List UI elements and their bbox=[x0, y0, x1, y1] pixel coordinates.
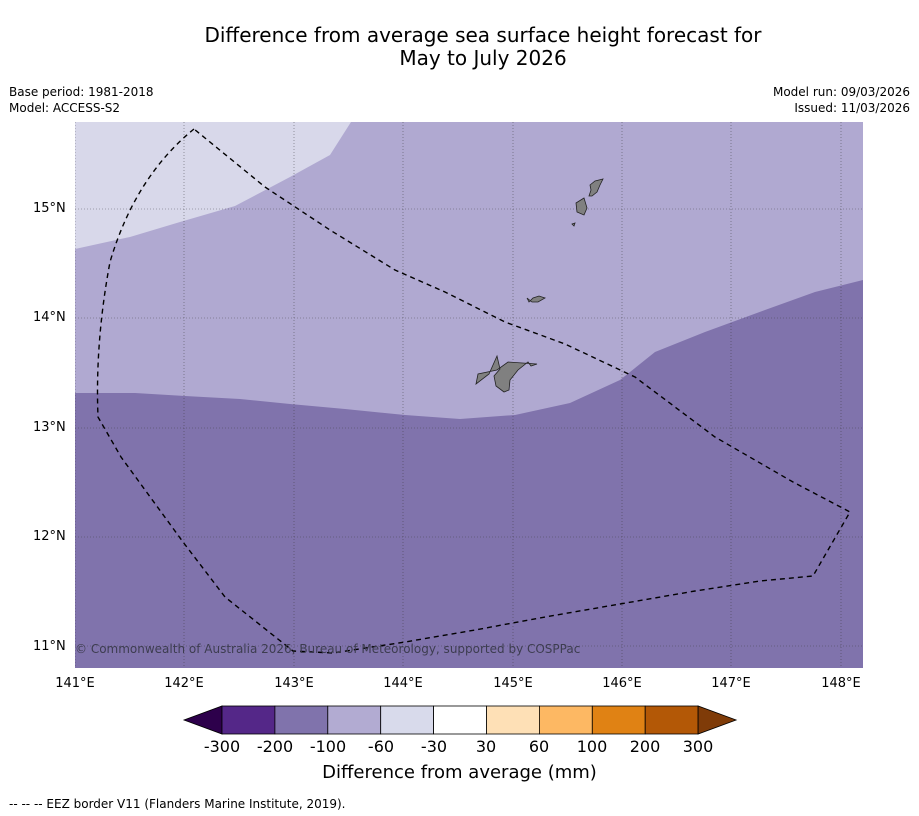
map-svg bbox=[75, 122, 863, 668]
cb-tick-label: 300 bbox=[682, 737, 714, 756]
island-aguijan bbox=[571, 222, 576, 227]
lat-tick-14: 14°N bbox=[33, 310, 66, 325]
cb-tick-label: -30 bbox=[420, 737, 448, 756]
colorbar-segment bbox=[327, 705, 382, 735]
island-group bbox=[475, 178, 604, 393]
lon-tick-145: 145°E bbox=[493, 676, 533, 691]
cb-tick-label: 200 bbox=[629, 737, 661, 756]
cb-tick-label: 60 bbox=[528, 737, 550, 756]
title-line-2: May to July 2026 bbox=[399, 46, 567, 70]
cb-tick-label: -60 bbox=[367, 737, 395, 756]
colorbar-segment bbox=[433, 705, 487, 735]
colorbar-segment bbox=[644, 705, 699, 735]
colorbar-segment bbox=[380, 705, 435, 735]
lon-tick-141: 141°E bbox=[55, 676, 95, 691]
lat-tick-11: 11°N bbox=[33, 639, 66, 654]
cb-tick-label: 30 bbox=[475, 737, 497, 756]
cb-tick-label: 100 bbox=[576, 737, 608, 756]
lat-tick-13: 13°N bbox=[33, 420, 66, 435]
base-period-text: Base period: 1981-2018 bbox=[9, 85, 154, 99]
island-guam bbox=[475, 354, 538, 393]
colorbar-segments bbox=[182, 705, 738, 735]
lon-tick-144: 144°E bbox=[383, 676, 423, 691]
eez-border-line bbox=[96, 128, 851, 654]
colorbar bbox=[182, 705, 738, 735]
band-lightest bbox=[75, 122, 351, 249]
island-saipan bbox=[588, 178, 604, 197]
map-panel: © Commonwealth of Australia 2026, Bureau… bbox=[75, 122, 863, 668]
copyright-text: © Commonwealth of Australia 2026, Bureau… bbox=[75, 642, 581, 656]
colorbar-title: Difference from average (mm) bbox=[322, 762, 597, 783]
cb-tick-label: -300 bbox=[203, 737, 241, 756]
model-text: Model: ACCESS-S2 bbox=[9, 101, 121, 115]
island-rota bbox=[526, 295, 546, 303]
lat-tick-12: 12°N bbox=[33, 529, 66, 544]
issued-text: Issued: 11/03/2026 bbox=[794, 101, 910, 115]
eez-legend: -- -- -- EEZ border V11 (Flanders Marine… bbox=[9, 797, 346, 811]
chart-title: Difference from average sea surface heig… bbox=[100, 24, 866, 70]
colorbar-segment bbox=[274, 705, 329, 735]
island-tinian bbox=[575, 197, 588, 216]
colorbar-segment bbox=[221, 705, 276, 735]
meta-right: Model run: 09/03/2026 Issued: 11/03/2026 bbox=[773, 84, 910, 116]
colorbar-segment bbox=[486, 705, 540, 735]
lon-tick-148: 148°E bbox=[821, 676, 861, 691]
lon-tick-146: 146°E bbox=[602, 676, 642, 691]
cb-tick-label: -100 bbox=[309, 737, 347, 756]
lat-tick-15: 15°N bbox=[33, 201, 66, 216]
lon-tick-143: 143°E bbox=[274, 676, 314, 691]
colorbar-segment bbox=[539, 705, 593, 735]
title-line-1: Difference from average sea surface heig… bbox=[204, 23, 762, 47]
model-run-text: Model run: 09/03/2026 bbox=[772, 85, 910, 99]
colorbar-extend-high bbox=[697, 705, 738, 735]
lon-tick-147: 147°E bbox=[711, 676, 751, 691]
colorbar-extend-low bbox=[182, 705, 223, 735]
lon-tick-142: 142°E bbox=[164, 676, 204, 691]
band-light bbox=[75, 122, 863, 419]
gridlines bbox=[75, 122, 863, 668]
colorbar-segment bbox=[591, 705, 646, 735]
cb-tick-label: -200 bbox=[256, 737, 294, 756]
meta-left: Base period: 1981-2018 Model: ACCESS-S2 bbox=[9, 84, 154, 116]
